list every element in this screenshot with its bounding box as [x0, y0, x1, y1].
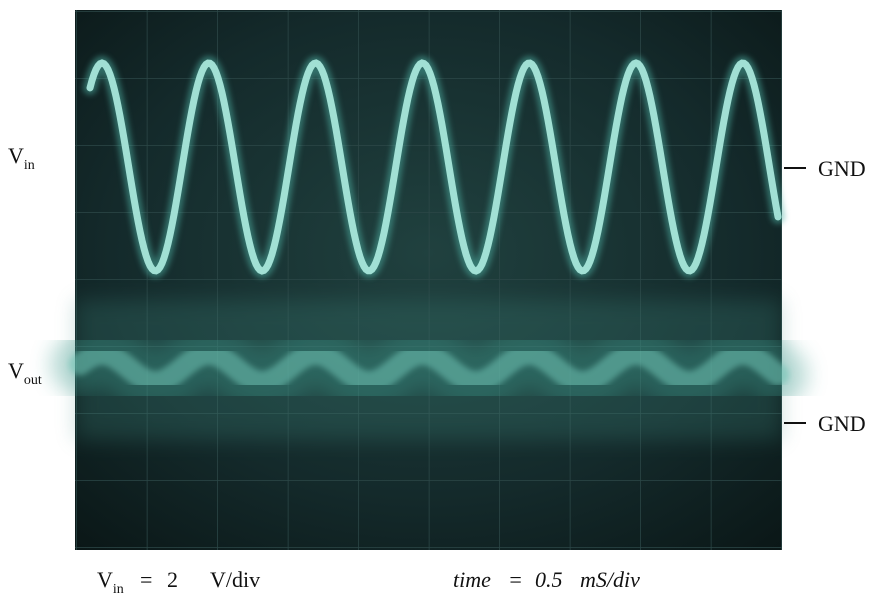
vertical-scale-value: 2 — [167, 567, 178, 592]
symbol: V — [8, 358, 24, 383]
gnd-label: GND — [818, 411, 866, 436]
time-scale-value: 0.5 — [535, 567, 563, 592]
vout-trace — [69, 342, 789, 394]
time-label: time — [453, 567, 491, 592]
traces — [50, 55, 808, 413]
equals: = — [508, 567, 523, 592]
gnd-label: GND — [818, 156, 866, 181]
vout-label: Vout — [8, 358, 42, 388]
vin-label: Vin — [8, 143, 35, 173]
vertical-scale-symbol: Vin — [97, 567, 124, 597]
vertical-scale-unit: V/div — [210, 567, 260, 592]
subscript: in — [113, 582, 124, 597]
symbol: V — [8, 143, 24, 168]
equals: = — [140, 567, 152, 592]
subscript: out — [24, 373, 42, 388]
time-scale-unit: mS/div — [580, 567, 640, 592]
vin-trace — [86, 59, 782, 275]
subscript: in — [24, 158, 35, 173]
symbol: V — [97, 567, 113, 592]
